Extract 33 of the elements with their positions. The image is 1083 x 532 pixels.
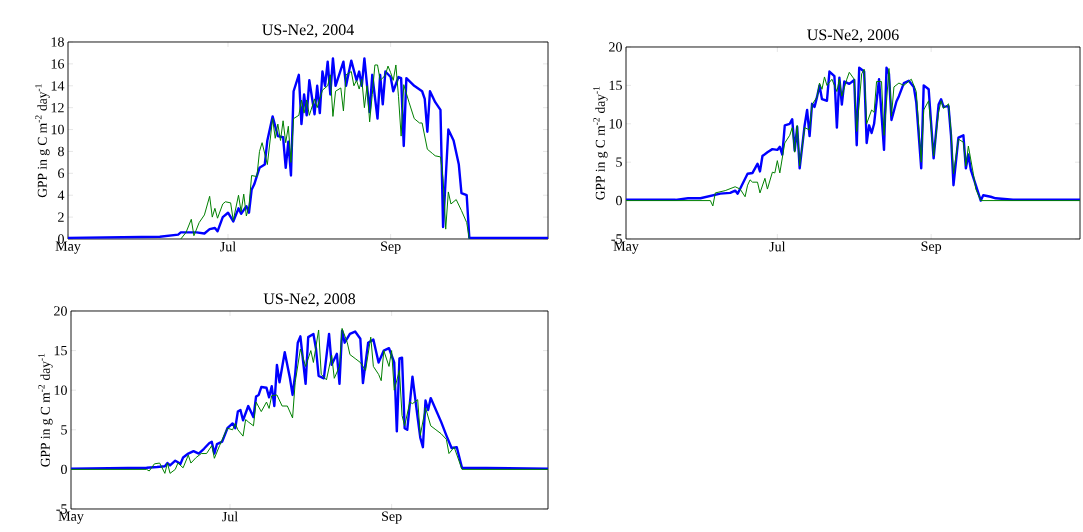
y-tick-label: 20 (54, 306, 67, 316)
x-tick-label: Jul (769, 241, 786, 252)
y-tick-label: 20 (609, 42, 622, 52)
y-tick-label: 2 (58, 212, 64, 222)
y-axis-title: GPP in g C m$^{-2}$ day$^{-1}$ (593, 86, 608, 200)
y-tick-label: 10 (54, 385, 67, 395)
y-axis-title: GPP in g C m$^{-2}$ day$^{-1}$ (38, 353, 53, 467)
y-tick-label: 4 (57, 190, 65, 200)
y-tick-label: 15 (54, 345, 67, 356)
y-tick-label: 0 (616, 195, 622, 206)
y-tick-label: 8 (58, 146, 64, 157)
chart-title: US-Ne2, 2006 (807, 29, 899, 43)
y-tick-label: 6 (58, 168, 65, 179)
x-tick-label: Sep (921, 241, 942, 254)
x-tick-label: Jul (220, 241, 236, 252)
y-tick-label: 15 (609, 80, 622, 91)
line-series (180, 64, 470, 240)
y-tick-label: 16 (51, 59, 65, 69)
line-series (66, 57, 550, 240)
y-tick-label: 10 (51, 124, 64, 135)
x-tick-label: Jul (222, 511, 238, 522)
y-tick-label: 18 (51, 37, 64, 47)
y-tick-label: 5 (616, 157, 622, 167)
y-tick-label: 14 (51, 81, 65, 91)
y-tick-label: 10 (609, 119, 622, 129)
y-tick-label: 12 (51, 103, 64, 113)
y-tick-label: 5 (61, 425, 67, 435)
chart-title: US-Ne2, 2004 (262, 24, 354, 38)
y-tick-label: 0 (61, 464, 67, 475)
chart-title: US-Ne2, 2008 (263, 293, 356, 307)
x-tick-label: Sep (382, 511, 402, 524)
x-tick-label: Sep (381, 241, 401, 254)
y-axis-title: GPP in g C m$^{-2}$ day$^{-1}$ (35, 84, 50, 198)
